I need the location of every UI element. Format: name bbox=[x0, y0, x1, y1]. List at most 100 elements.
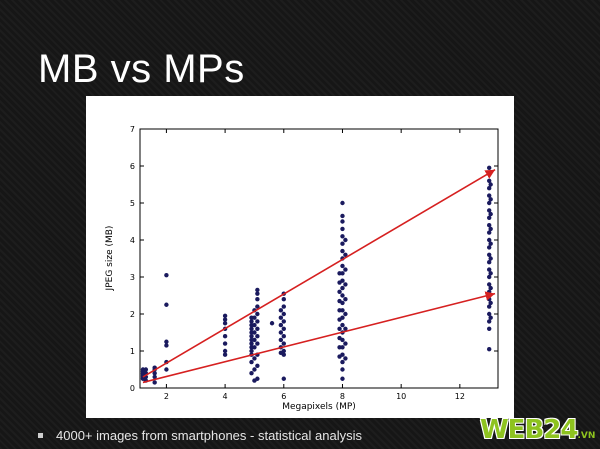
data-point bbox=[340, 293, 345, 298]
data-point bbox=[486, 178, 492, 183]
logo-suffix: .VN bbox=[577, 431, 596, 441]
data-point bbox=[340, 337, 345, 343]
x-tick-label: 2 bbox=[164, 392, 169, 401]
bullet-marker bbox=[38, 432, 43, 438]
bullet-point: 4000+ images from smartphones - statisti… bbox=[38, 427, 362, 443]
data-point bbox=[488, 226, 493, 232]
data-point bbox=[486, 186, 492, 191]
data-point bbox=[343, 297, 348, 302]
data-point bbox=[337, 289, 342, 294]
data-point bbox=[255, 304, 260, 309]
x-axis-label: Megapixels (MP) bbox=[282, 402, 356, 412]
data-point bbox=[278, 322, 284, 328]
data-point bbox=[255, 341, 260, 346]
data-point bbox=[255, 319, 260, 324]
data-point bbox=[281, 326, 286, 331]
y-tick-label: 3 bbox=[130, 273, 135, 282]
data-point bbox=[340, 271, 345, 276]
data-point bbox=[152, 374, 157, 380]
web24-logo: WEB24.VN bbox=[480, 415, 595, 445]
data-point bbox=[281, 348, 286, 354]
data-point bbox=[249, 341, 254, 346]
data-point bbox=[486, 223, 492, 228]
data-point bbox=[486, 282, 492, 287]
trend-arrow bbox=[142, 169, 496, 378]
data-point bbox=[255, 291, 260, 296]
data-point bbox=[164, 272, 169, 278]
data-points bbox=[140, 165, 493, 385]
data-point bbox=[249, 348, 254, 354]
data-point bbox=[340, 308, 345, 313]
y-tick-label: 2 bbox=[130, 310, 135, 319]
data-point bbox=[340, 241, 345, 246]
data-point bbox=[340, 359, 345, 365]
data-point bbox=[249, 359, 254, 365]
data-point bbox=[164, 343, 169, 348]
data-point bbox=[281, 304, 286, 309]
data-point bbox=[252, 322, 257, 328]
data-point bbox=[486, 346, 492, 352]
data-point bbox=[255, 326, 260, 331]
data-point bbox=[486, 260, 492, 265]
data-point bbox=[486, 274, 492, 280]
data-point bbox=[152, 380, 157, 385]
y-axis-label: JPEG size (MB) bbox=[105, 226, 115, 292]
data-point bbox=[269, 321, 275, 326]
data-point bbox=[278, 308, 284, 313]
data-point bbox=[486, 267, 492, 272]
data-point bbox=[486, 311, 492, 317]
data-point bbox=[252, 330, 257, 335]
data-point bbox=[252, 345, 257, 350]
y-axis-ticks: 0 1 2 3 4 5 6 7 bbox=[130, 125, 498, 393]
data-point bbox=[340, 248, 345, 254]
data-point bbox=[281, 341, 286, 346]
data-point bbox=[222, 334, 228, 339]
data-point bbox=[281, 334, 286, 339]
data-point bbox=[340, 278, 345, 283]
logo-main: WEB24 bbox=[480, 415, 578, 445]
data-point bbox=[340, 345, 345, 350]
data-point bbox=[340, 352, 345, 357]
data-point bbox=[281, 319, 286, 324]
data-point bbox=[281, 376, 286, 381]
y-tick-label: 4 bbox=[130, 236, 135, 245]
slide-title: MB vs MPs bbox=[38, 47, 245, 91]
data-point bbox=[222, 313, 228, 319]
x-tick-label: 6 bbox=[281, 392, 286, 401]
y-tick-label: 5 bbox=[130, 199, 135, 208]
data-point bbox=[340, 219, 345, 224]
trend-arrow bbox=[142, 291, 496, 384]
data-point bbox=[488, 241, 493, 246]
data-point bbox=[222, 321, 228, 326]
data-point bbox=[340, 376, 345, 381]
data-point bbox=[486, 215, 492, 220]
data-point bbox=[486, 165, 492, 171]
data-point bbox=[255, 297, 260, 302]
y-tick-label: 1 bbox=[130, 347, 135, 356]
data-point bbox=[340, 213, 345, 219]
data-point bbox=[340, 322, 345, 328]
x-axis-ticks: 2 4 6 8 10 12 bbox=[164, 129, 465, 401]
data-point bbox=[222, 352, 228, 357]
data-point bbox=[343, 311, 348, 317]
data-point bbox=[340, 234, 345, 239]
data-point bbox=[343, 341, 348, 346]
plot-frame bbox=[139, 128, 499, 389]
data-point bbox=[486, 245, 492, 250]
data-point bbox=[340, 285, 345, 291]
y-tick-label: 6 bbox=[130, 162, 135, 171]
data-point bbox=[343, 356, 348, 361]
data-point bbox=[164, 339, 169, 344]
data-point bbox=[249, 371, 254, 376]
y-tick-label: 7 bbox=[130, 125, 135, 134]
data-point bbox=[255, 311, 260, 317]
data-point bbox=[488, 300, 493, 306]
data-point bbox=[340, 200, 345, 206]
data-point bbox=[343, 267, 348, 272]
data-point bbox=[488, 197, 493, 202]
data-point bbox=[252, 337, 257, 343]
data-point bbox=[255, 287, 260, 293]
data-point bbox=[164, 302, 169, 307]
data-point bbox=[255, 363, 260, 368]
